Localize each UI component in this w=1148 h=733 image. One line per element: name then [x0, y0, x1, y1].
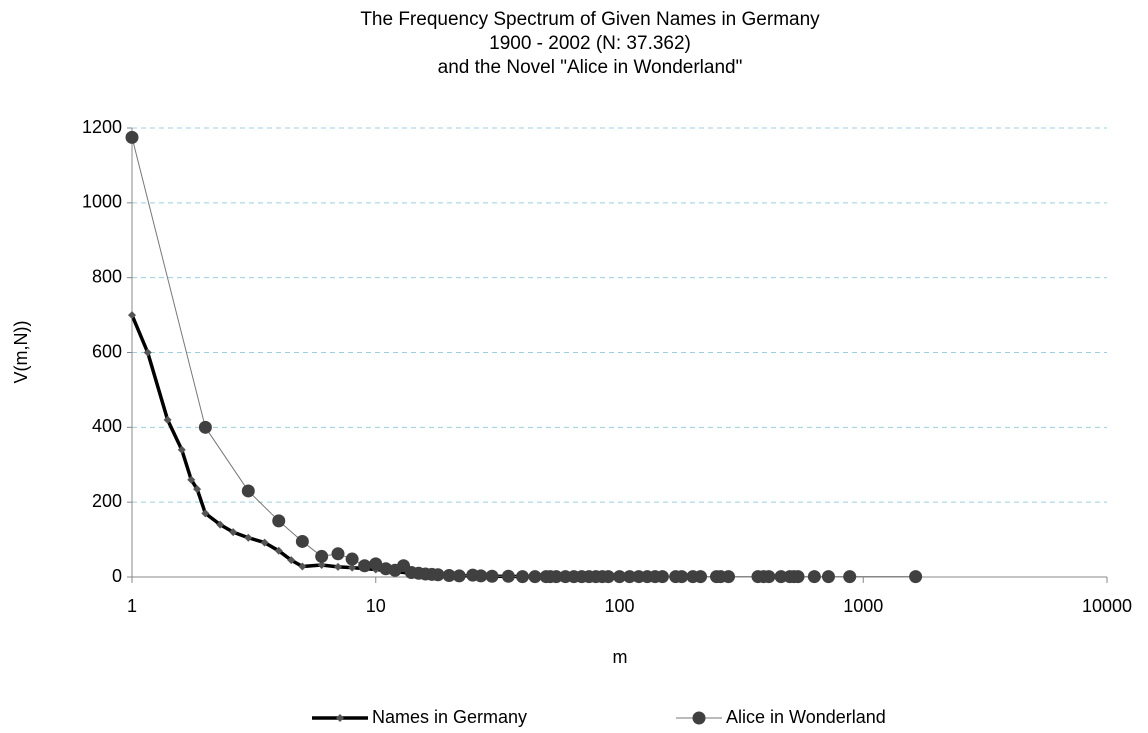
chart-title: 1900 - 2002 (N: 37.362): [489, 33, 691, 54]
marker: [348, 563, 357, 572]
marker: [244, 533, 253, 542]
marker: [333, 562, 342, 571]
marker: [315, 549, 329, 563]
marker: [241, 484, 255, 498]
y-tick-label: 600: [92, 341, 122, 361]
y-tick-label: 1200: [82, 117, 122, 137]
x-tick-label: 10: [366, 596, 386, 616]
marker: [260, 538, 269, 547]
y-tick-label: 200: [92, 491, 122, 511]
marker: [501, 569, 515, 583]
marker: [601, 570, 615, 584]
marker: [909, 570, 923, 584]
marker: [317, 561, 326, 570]
legend-label: Names in Germany: [372, 707, 527, 727]
y-tick-label: 0: [112, 566, 122, 586]
x-axis-label: m: [613, 647, 628, 667]
series-line: [130, 314, 620, 579]
marker: [623, 570, 637, 584]
marker: [187, 475, 196, 484]
chart-title: The Frequency Spectrum of Given Names in…: [360, 9, 820, 30]
x-tick-label: 10000: [1082, 596, 1132, 616]
marker: [843, 570, 857, 584]
marker: [229, 528, 238, 537]
marker: [216, 520, 225, 529]
marker: [516, 570, 530, 584]
x-tick-label: 100: [604, 596, 634, 616]
marker: [163, 415, 172, 424]
marker: [143, 348, 152, 357]
marker: [807, 570, 821, 584]
marker: [549, 570, 563, 584]
marker: [694, 570, 708, 584]
chart-title: and the Novel "Alice in Wonderland": [438, 57, 743, 78]
marker: [369, 557, 383, 571]
marker: [177, 445, 186, 454]
marker: [193, 485, 202, 494]
marker: [298, 562, 307, 571]
marker: [125, 130, 139, 144]
marker: [762, 570, 776, 584]
marker: [287, 556, 296, 565]
legend-label: Alice in Wonderland: [726, 707, 886, 727]
marker: [345, 552, 359, 566]
y-tick-label: 1000: [82, 192, 122, 212]
marker: [272, 514, 286, 528]
marker: [295, 534, 309, 548]
y-axis-label: V(m,N)): [11, 321, 31, 384]
marker: [274, 546, 283, 555]
marker: [336, 714, 344, 722]
marker: [721, 570, 735, 584]
marker: [442, 569, 456, 583]
marker: [485, 569, 499, 583]
x-tick-label: 1000: [843, 596, 883, 616]
marker: [821, 570, 835, 584]
marker: [613, 570, 626, 584]
marker: [791, 570, 805, 584]
marker: [474, 569, 488, 583]
y-tick-label: 800: [92, 266, 122, 286]
y-tick-label: 400: [92, 416, 122, 436]
marker: [692, 711, 706, 725]
marker: [528, 570, 542, 584]
marker: [452, 569, 466, 583]
marker: [128, 311, 136, 320]
marker: [655, 570, 669, 584]
marker: [431, 568, 445, 582]
x-tick-label: 1: [127, 596, 137, 616]
marker: [201, 509, 210, 518]
marker: [331, 547, 345, 561]
marker: [358, 559, 372, 573]
marker: [198, 420, 212, 434]
marker: [675, 570, 689, 584]
